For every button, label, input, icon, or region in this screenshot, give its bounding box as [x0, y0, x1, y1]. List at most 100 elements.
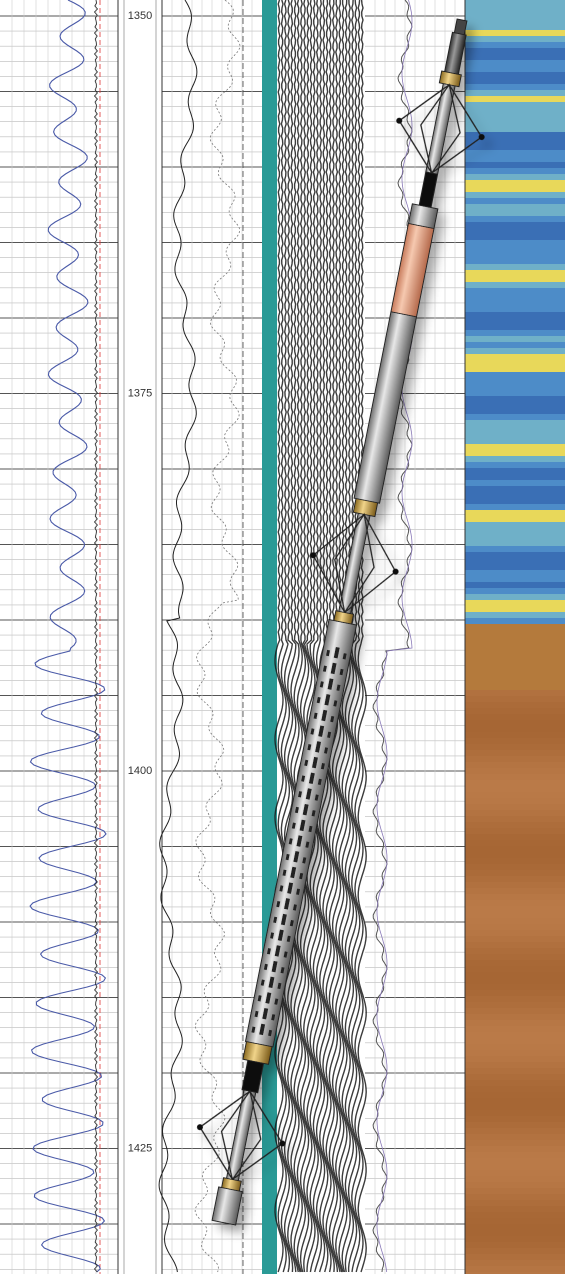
image-band [465, 516, 565, 523]
image-band [465, 1152, 565, 1159]
image-band [465, 300, 565, 307]
image-band [465, 948, 565, 955]
image-band [465, 192, 565, 199]
image-band [465, 474, 565, 481]
image-band [465, 756, 565, 763]
vdl-trace [312, 0, 323, 1273]
tool-slot [263, 963, 268, 971]
image-band [465, 552, 565, 559]
image-band [465, 834, 565, 841]
tool-slot [305, 788, 312, 800]
image-band [465, 630, 565, 637]
image-band [465, 378, 565, 385]
image-band [465, 1218, 565, 1225]
image-band [465, 174, 565, 181]
tool-slot [276, 900, 281, 908]
image-band [465, 258, 565, 265]
vdl-trace [283, 0, 294, 1273]
image-band [465, 318, 565, 325]
image-band [465, 186, 565, 193]
image-band [465, 846, 565, 853]
image-band [465, 672, 565, 679]
tool-slot [330, 715, 335, 723]
tool-slot [311, 810, 316, 817]
vdl-trace [309, 0, 319, 1273]
image-band [465, 264, 565, 271]
image-band [465, 1140, 565, 1147]
image-band [465, 732, 565, 739]
tool-slot [304, 759, 309, 767]
image-band [465, 402, 565, 409]
image-band [465, 270, 565, 277]
image-band [465, 462, 565, 469]
image-band [465, 648, 565, 655]
tool-slot [319, 681, 324, 688]
image-band [465, 966, 565, 973]
tool-slot [271, 1014, 276, 1021]
image-band [465, 1158, 565, 1165]
image-band [465, 0, 565, 7]
image-band [465, 372, 565, 379]
vdl-trace [274, 0, 284, 1273]
tool-slot [292, 904, 297, 911]
tool-slot [280, 913, 287, 926]
image-band [465, 468, 565, 475]
image-band [465, 450, 565, 457]
image-band [465, 510, 565, 517]
image-band [465, 990, 565, 997]
tool-slot [310, 728, 315, 735]
image-band [465, 168, 565, 175]
tool-slot [274, 945, 281, 957]
tool-slot [293, 850, 300, 863]
tool-slot [308, 825, 313, 833]
image-band [465, 456, 565, 463]
vdl-trace [290, 0, 300, 1273]
vdl-trace [319, 0, 329, 1273]
image-band [465, 1254, 565, 1261]
image-band [465, 444, 565, 451]
image-band [465, 774, 565, 781]
image-band [465, 762, 565, 769]
image-band [465, 306, 565, 313]
tool-cap [453, 18, 468, 36]
depth-label-bg [125, 1141, 155, 1156]
image-band [465, 1014, 565, 1021]
tool-slot [288, 838, 293, 845]
image-band [465, 396, 565, 403]
tool-body [353, 311, 418, 504]
vdl-trace [357, 0, 367, 1273]
tool-slot [287, 882, 294, 894]
image-band [465, 54, 565, 61]
image-band [465, 282, 565, 289]
image-band [465, 618, 565, 625]
image-band [465, 120, 565, 127]
image-band [465, 816, 565, 823]
image-band [465, 804, 565, 811]
image-band [465, 624, 565, 631]
image-band [465, 498, 565, 505]
tool-slot [333, 700, 338, 707]
tool-slot [305, 841, 310, 848]
vdl-trace [354, 0, 364, 1273]
tool-slot [322, 665, 327, 672]
image-band [465, 660, 565, 667]
tool-slot [262, 1007, 269, 1020]
image-band [465, 870, 565, 877]
tool-slot [320, 762, 325, 770]
image-band [465, 606, 565, 613]
centralizer-pad [310, 552, 317, 559]
tool-slot [299, 872, 304, 880]
image-band [465, 894, 565, 901]
image-band [465, 1062, 565, 1069]
tool-slot [271, 960, 278, 973]
tool-slot [268, 976, 275, 989]
image-band [465, 1044, 565, 1051]
image-band [465, 1260, 565, 1267]
image-band [465, 996, 565, 1003]
image-band [465, 708, 565, 715]
resistivity-curve [194, 0, 241, 1273]
image-band [465, 924, 565, 931]
image-band [465, 564, 565, 571]
image-band [465, 522, 565, 529]
image-band [465, 108, 565, 115]
